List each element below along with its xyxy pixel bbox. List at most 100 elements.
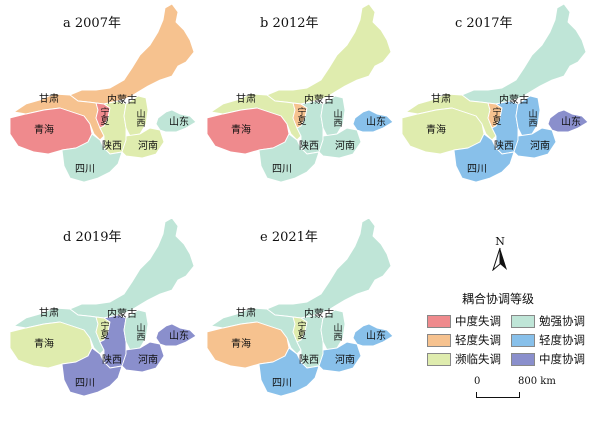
legend-item: 中度协调 (511, 351, 595, 367)
label-sichuan: 四川 (467, 164, 487, 175)
legend-label: 轻度失调 (455, 333, 501, 347)
legend-item: 轻度失调 (427, 332, 511, 348)
label-neimenggu: 内蒙古 (499, 93, 529, 106)
label-shandong: 山东 (169, 329, 189, 342)
label-qinghai: 青海 (34, 123, 54, 136)
north-arrow: N (489, 236, 511, 272)
label-shaanxi: 陕西 (494, 139, 514, 152)
legend-swatch (427, 352, 451, 366)
label-gansu: 甘肃 (39, 306, 59, 319)
legend-label: 中度协调 (539, 352, 585, 366)
label-shanxi: 山 (528, 109, 537, 120)
scale-bar: 0 800 km (470, 376, 570, 406)
legend-label: 轻度协调 (539, 333, 585, 347)
label-qinghai: 青海 (231, 123, 251, 136)
label-shanxi: 山 (333, 323, 342, 334)
region-henan (513, 127, 557, 159)
region-shandong (352, 323, 394, 347)
label-neimenggu: 内蒙古 (304, 93, 334, 106)
label-ningxia: 夏 (492, 116, 501, 127)
region-shandong (155, 109, 197, 133)
label-shandong: 山东 (366, 115, 386, 128)
label-shanxi: 西 (136, 118, 145, 129)
label-henan: 河南 (138, 139, 158, 152)
label-shaanxi: 陕西 (102, 353, 122, 366)
label-qinghai: 青海 (231, 337, 251, 350)
region-sichuan (258, 347, 320, 397)
label-shandong: 山东 (561, 115, 581, 128)
label-henan: 河南 (335, 139, 355, 152)
region-sichuan (61, 347, 123, 397)
label-shaanxi: 陕西 (102, 139, 122, 152)
label-henan: 河南 (138, 353, 158, 366)
region-shanxi (515, 95, 541, 137)
legend-label: 勉强协调 (539, 314, 585, 328)
label-neimenggu: 内蒙古 (107, 93, 137, 106)
label-ningxia: 夏 (100, 116, 109, 127)
legend-item: 勉强协调 (511, 313, 595, 329)
legend-swatch (427, 314, 451, 328)
label-sichuan: 四川 (272, 378, 292, 389)
region-sichuan (258, 133, 320, 183)
region-henan (121, 341, 165, 373)
region-henan (318, 127, 362, 159)
label-ningxia: 宁 (492, 106, 501, 118)
label-shandong: 山东 (366, 329, 386, 342)
region-shandong (547, 109, 589, 133)
legend-swatch (511, 333, 535, 347)
label-shanxi: 西 (136, 332, 145, 343)
label-qinghai: 青海 (426, 123, 446, 136)
legend-label: 中度失调 (455, 314, 501, 328)
panel-title: e 2021年 (260, 230, 318, 245)
label-ningxia: 宁 (100, 320, 109, 332)
region-henan (318, 341, 362, 373)
legend-label: 濒临失调 (455, 352, 501, 366)
label-ningxia: 夏 (297, 116, 306, 127)
label-ningxia: 宁 (297, 320, 306, 332)
region-shanxi (123, 309, 149, 351)
label-qinghai: 青海 (34, 337, 54, 350)
legend-title: 耦合协调等级 (461, 292, 534, 306)
label-shanxi: 西 (333, 332, 342, 343)
legend-swatch (511, 352, 535, 366)
region-henan (121, 127, 165, 159)
label-ningxia: 宁 (100, 106, 109, 118)
region-shanxi (320, 95, 346, 137)
label-gansu: 甘肃 (236, 92, 256, 105)
label-gansu: 甘肃 (236, 306, 256, 319)
legend-swatch (511, 314, 535, 328)
legend: 耦合协调等级 中度失调 勉强协调 轻度失调 轻度协调 濒临失调 中度协调 (427, 290, 597, 367)
region-sichuan (61, 133, 123, 183)
legend-swatch (427, 333, 451, 347)
label-sichuan: 四川 (75, 164, 95, 175)
label-shanxi: 山 (136, 109, 145, 120)
label-ningxia: 夏 (297, 330, 306, 341)
label-ningxia: 夏 (100, 330, 109, 341)
legend-grid: 中度失调 勉强协调 轻度失调 轻度协调 濒临失调 中度协调 (427, 313, 597, 367)
legend-item: 中度失调 (427, 313, 511, 329)
label-shaanxi: 陕西 (299, 353, 319, 366)
region-sichuan (453, 133, 515, 183)
legend-item: 轻度协调 (511, 332, 595, 348)
label-shanxi: 山 (333, 109, 342, 120)
north-arrow-icon (491, 247, 507, 272)
scale-zero-label: 0 (474, 376, 481, 387)
label-shanxi: 山 (136, 323, 145, 334)
label-gansu: 甘肃 (39, 92, 59, 105)
region-shanxi (123, 95, 149, 137)
label-neimenggu: 内蒙古 (107, 307, 137, 320)
label-sichuan: 四川 (272, 164, 292, 175)
label-shandong: 山东 (169, 115, 189, 128)
north-label: N (495, 235, 505, 248)
label-shanxi: 西 (528, 118, 537, 129)
label-sichuan: 四川 (75, 378, 95, 389)
region-shandong (352, 109, 394, 133)
panel-title: a 2007年 (63, 16, 121, 31)
label-shaanxi: 陕西 (299, 139, 319, 152)
